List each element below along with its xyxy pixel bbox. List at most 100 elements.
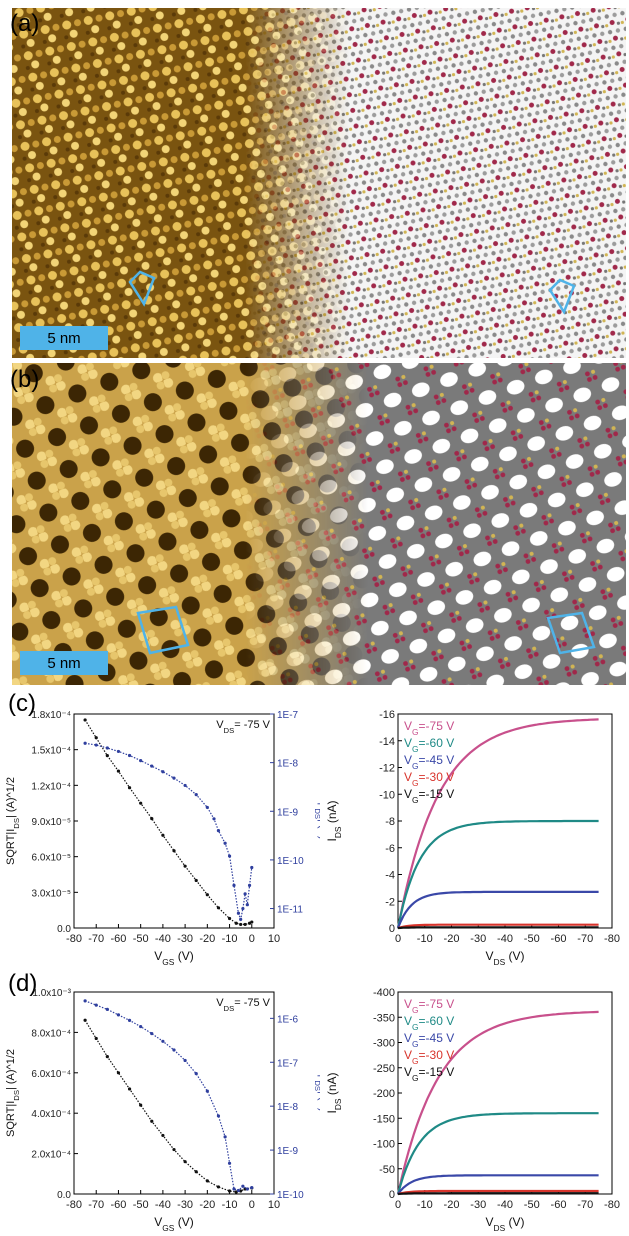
scale-bar-a-label: 5 nm — [47, 329, 81, 347]
legend-entry-1: VG=-60 V — [404, 736, 454, 754]
x-tick-label: -30 — [177, 1199, 193, 1211]
x-tick-label: -40 — [497, 933, 513, 945]
data-point — [172, 849, 176, 853]
data-point — [227, 916, 232, 921]
y-left-tick-label: 1.0x10⁻³ — [32, 988, 71, 999]
y-left-tick-label: 3.0x10⁻⁵ — [32, 888, 71, 899]
vds-annotation: VDS= -75 V — [216, 719, 270, 735]
data-point — [116, 1013, 121, 1017]
x-tick-label: -40 — [155, 933, 171, 945]
data-point — [83, 741, 87, 745]
x-axis-label: VGS (V) — [154, 1215, 193, 1233]
x-tick-label: -20 — [444, 1199, 460, 1211]
x-tick-label: -60 — [110, 933, 126, 945]
x-tick-label: 0 — [249, 933, 255, 945]
x-tick-label: -10 — [417, 933, 433, 945]
y-right-tick-label: 1E-9 — [277, 807, 299, 818]
y-tick-label: -14 — [379, 736, 395, 748]
x-tick-label: -30 — [177, 933, 193, 945]
scale-bar-a: 5 nm — [20, 326, 108, 350]
y-left-tick-label: 9.0x10⁻⁵ — [32, 817, 71, 828]
y-tick-label: -16 — [379, 709, 395, 721]
panel-label-d: (d) — [8, 970, 38, 997]
legend-entry-1: VG=-60 V — [404, 1014, 454, 1032]
y-right-tick-label: 1E-7 — [277, 1058, 299, 1069]
data-point — [83, 999, 87, 1003]
data-point — [139, 801, 143, 805]
output-curve-4 — [397, 926, 599, 930]
y-right-axis-label: |IDS| (A) — [314, 1074, 321, 1111]
y-tick-label: -100 — [373, 1139, 395, 1151]
data-point — [150, 764, 154, 768]
data-point — [139, 759, 143, 763]
data-point — [94, 1036, 98, 1041]
data-point — [172, 776, 176, 780]
y-right-tick-label: 1E-8 — [277, 1102, 299, 1113]
data-point — [94, 736, 98, 740]
data-point — [205, 1089, 209, 1093]
series-line-1 — [84, 1000, 252, 1192]
legend-entry-4: VG=-15 V — [404, 787, 454, 805]
data-point — [227, 854, 232, 858]
y-left-axis-label: SQRT|IDS| (A)^1/2 — [5, 777, 21, 865]
data-point — [94, 743, 98, 747]
y-tick-label: -2 — [385, 896, 395, 908]
x-tick-label: -80 — [604, 933, 620, 945]
x-tick-label: -20 — [199, 1199, 215, 1211]
x-tick-label: -70 — [577, 1199, 593, 1211]
x-tick-label: -40 — [497, 1199, 513, 1211]
data-point — [234, 921, 238, 925]
x-tick-label: 0 — [395, 1199, 401, 1211]
legend-entry-2: VG=-45 V — [404, 1031, 454, 1049]
legend-entry-0: VG=-75 V — [404, 719, 454, 737]
data-point — [227, 1189, 232, 1193]
data-point — [116, 1071, 121, 1075]
y-left-tick-label: 0.0 — [57, 1190, 71, 1201]
output-curve-3 — [397, 923, 599, 930]
x-tick-label: -80 — [66, 1199, 82, 1211]
plot-frame — [73, 713, 275, 929]
data-point — [236, 1188, 241, 1193]
data-point — [205, 1179, 209, 1183]
x-tick-label: 0 — [249, 1199, 255, 1211]
data-point — [216, 1114, 221, 1118]
data-point — [194, 878, 198, 883]
y-left-axis-label: SQRT|IDS| (A)^1/2 — [5, 1049, 21, 1137]
data-point — [216, 1185, 221, 1189]
data-point — [150, 817, 154, 821]
data-point — [212, 817, 216, 821]
y-right-axis-label: |IDS| (A) — [314, 802, 321, 839]
output-curve-3 — [397, 1189, 599, 1196]
data-point — [127, 1087, 132, 1091]
y-tick-label: -200 — [373, 1088, 395, 1100]
y-left-tick-label: 1.2x10⁻⁴ — [31, 781, 71, 792]
data-point — [194, 793, 198, 797]
y-tick-label: -12 — [379, 763, 395, 775]
y-right-tick-label: 1E-9 — [277, 1146, 299, 1157]
data-point — [105, 1007, 109, 1011]
y-right-tick-label: 1E-8 — [277, 759, 299, 770]
x-tick-label: -10 — [222, 1199, 238, 1211]
x-tick-label: -20 — [444, 933, 460, 945]
stm-image-b-graphic — [12, 363, 626, 685]
data-point — [194, 1170, 198, 1174]
data-point — [172, 1048, 176, 1052]
y-left-tick-label: 8.0x10⁻⁴ — [31, 1028, 71, 1039]
x-tick-label: -60 — [551, 933, 567, 945]
chart-c-transfer: -80 -70 -60 -50 -40 -30 -20 -10 0 10 0.0 3.0x10⁻⁵ 6.… — [5, 710, 321, 967]
y-tick-label: -8 — [385, 816, 395, 828]
data-point — [127, 1018, 132, 1022]
data-point — [116, 769, 121, 773]
data-point — [127, 786, 132, 790]
y-left-tick-label: 2.0x10⁻⁴ — [31, 1150, 71, 1161]
data-point — [250, 920, 254, 924]
x-tick-label: 0 — [395, 933, 401, 945]
y-tick-label: -350 — [373, 1012, 395, 1024]
y-left-tick-label: 0.0 — [57, 924, 71, 935]
y-left-tick-label: 1.8x10⁻⁴ — [31, 710, 71, 721]
x-tick-label: 10 — [268, 933, 280, 945]
data-point — [216, 906, 221, 910]
y-left-tick-label: 1.5x10⁻⁴ — [31, 746, 71, 757]
vds-annotation: VDS= -75 V — [216, 997, 270, 1013]
x-tick-label: -10 — [417, 1199, 433, 1211]
